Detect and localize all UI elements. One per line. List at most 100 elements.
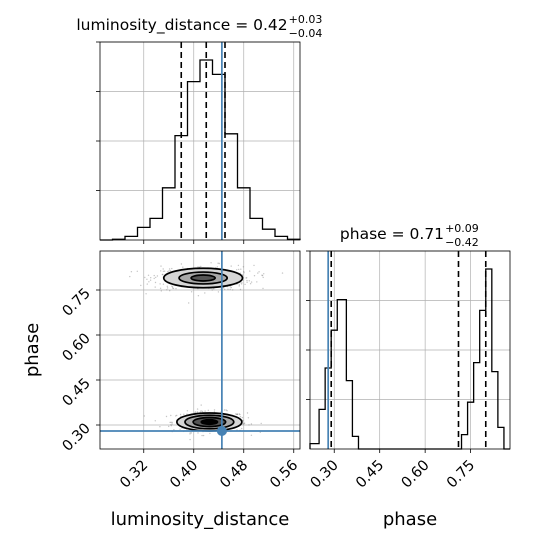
- joint-sample-point: [253, 264, 255, 267]
- joint-sample-point: [147, 274, 150, 276]
- luminosity-distance-histogram-panel: luminosity_distance = 0.42 +0.03 −0.04: [76, 13, 322, 244]
- joint-sample-point: [229, 288, 231, 290]
- joint-sample-point: [155, 276, 157, 279]
- joint-sample-point: [213, 288, 215, 290]
- luminosity-distance-title-main: luminosity_distance = 0.42: [76, 16, 287, 35]
- joint-sample-point: [160, 265, 162, 267]
- joint-sample-point: [145, 293, 147, 295]
- phase-axis-label: phase: [22, 323, 43, 377]
- luminosity-distance-title: luminosity_distance = 0.42: [76, 16, 287, 35]
- luminosity-distance-axis-label: luminosity_distance: [111, 509, 290, 530]
- joint-sample-point: [218, 262, 220, 265]
- joint-sample-point: [239, 413, 241, 416]
- joint-sample-point: [261, 274, 263, 276]
- joint-sample-point: [140, 284, 142, 287]
- joint-sample-point: [239, 288, 242, 291]
- joint-sample-point: [200, 404, 202, 406]
- joint-sample-point: [169, 421, 171, 424]
- luminosity-distance-title-upper-error: +0.03: [289, 13, 323, 26]
- joint-sample-point: [172, 287, 175, 290]
- joint-sample-point: [159, 287, 162, 289]
- joint-y-ticks: 0.30 0.45 0.60 0.75: [60, 286, 100, 455]
- phase-title-main: phase = 0.71: [340, 225, 444, 243]
- luminosity-distance-title-lower-error: −0.04: [289, 27, 323, 40]
- joint-sample-point: [242, 423, 244, 425]
- phase-title-lower-error: −0.42: [445, 236, 479, 249]
- joint-sample-point: [232, 289, 234, 291]
- joint-sample-point: [171, 285, 173, 287]
- joint-frame: [99, 250, 301, 450]
- joint-sample-point: [207, 409, 209, 411]
- joint-sample-point: [243, 270, 245, 273]
- phase-title-upper-error: +0.09: [445, 222, 479, 235]
- joint-sample-point: [149, 279, 152, 281]
- joint-sample-point: [168, 268, 171, 270]
- joint-sample-point: [241, 427, 243, 430]
- joint-sample-point: [170, 425, 172, 427]
- joint-sample-point: [129, 275, 131, 278]
- joint-sample-point: [256, 281, 258, 283]
- joint-sample-point: [189, 438, 191, 441]
- joint-sample-point: [249, 270, 251, 272]
- joint-sample-point: [227, 288, 229, 290]
- joint-sample-point: [211, 289, 213, 291]
- joint-sample-point: [146, 278, 148, 280]
- joint-sample-point: [183, 413, 185, 415]
- luminosity-distance-hist-ticks: [96, 41, 295, 244]
- joint-sample-point: [202, 434, 205, 437]
- joint-sample-point: [148, 281, 150, 283]
- joint-ytick-label-1: 0.45: [60, 376, 94, 410]
- joint-sample-point: [241, 416, 244, 419]
- joint-sample-point: [159, 426, 161, 428]
- joint-sample-point: [236, 413, 239, 415]
- joint-sample-point: [240, 268, 242, 270]
- joint-ytick-label-3: 0.75: [60, 286, 94, 320]
- joint-sample-point: [173, 429, 175, 431]
- joint-sample-point: [186, 410, 189, 412]
- joint-sample-point: [204, 410, 206, 412]
- joint-sample-point: [204, 292, 206, 294]
- phase-hist-xtick-label-1: 0.45: [353, 457, 387, 491]
- phase-quantile-lines: [327, 251, 487, 449]
- phase-hist-xtick-label-3: 0.75: [444, 457, 478, 491]
- joint-sample-point: [213, 409, 216, 411]
- joint-sample-point: [258, 271, 260, 273]
- joint-sample-point: [171, 421, 173, 424]
- joint-sample-point: [166, 287, 169, 289]
- joint-sample-point: [176, 414, 178, 417]
- joint-sample-point: [223, 409, 226, 411]
- joint-sample-point: [216, 266, 219, 268]
- joint-sample-point: [244, 283, 246, 286]
- joint-sample-point: [238, 413, 240, 415]
- joint-sample-point: [163, 270, 166, 272]
- joint-sample-point: [180, 263, 183, 265]
- joint-contours: [162, 267, 244, 432]
- joint-sample-point: [194, 411, 197, 413]
- joint-sample-point: [262, 287, 264, 290]
- joint-sample-point: [243, 423, 245, 425]
- joint-density-panel: 0.32 0.40 0.48 0.56 0.30 0.45 0.60 0.75 lumino…: [22, 250, 301, 530]
- joint-sample-point: [161, 273, 164, 276]
- joint-sample-point: [230, 265, 232, 267]
- joint-sample-point: [210, 262, 212, 264]
- joint-sample-point: [168, 425, 170, 428]
- joint-sample-point: [239, 416, 242, 418]
- joint-ytick-label-2: 0.60: [60, 331, 94, 365]
- joint-sample-point: [247, 417, 250, 419]
- joint-truth-lines: [100, 251, 300, 449]
- joint-sample-point: [171, 286, 174, 288]
- joint-sample-point: [175, 415, 177, 417]
- joint-sample-point: [200, 410, 202, 412]
- joint-sample-point: [179, 413, 182, 416]
- joint-truth-marker: [216, 426, 227, 436]
- joint-sample-point: [259, 431, 261, 433]
- joint-sample-point: [249, 283, 252, 285]
- joint-sample-point: [196, 411, 199, 413]
- joint-ytick-label-0: 0.30: [60, 421, 94, 455]
- joint-sample-point: [197, 295, 200, 297]
- joint-sample-point: [162, 273, 164, 276]
- joint-contour-mode0-level3: [200, 418, 219, 426]
- joint-sample-point: [172, 287, 174, 289]
- joint-sample-point: [248, 280, 250, 282]
- joint-sample-point: [245, 277, 247, 279]
